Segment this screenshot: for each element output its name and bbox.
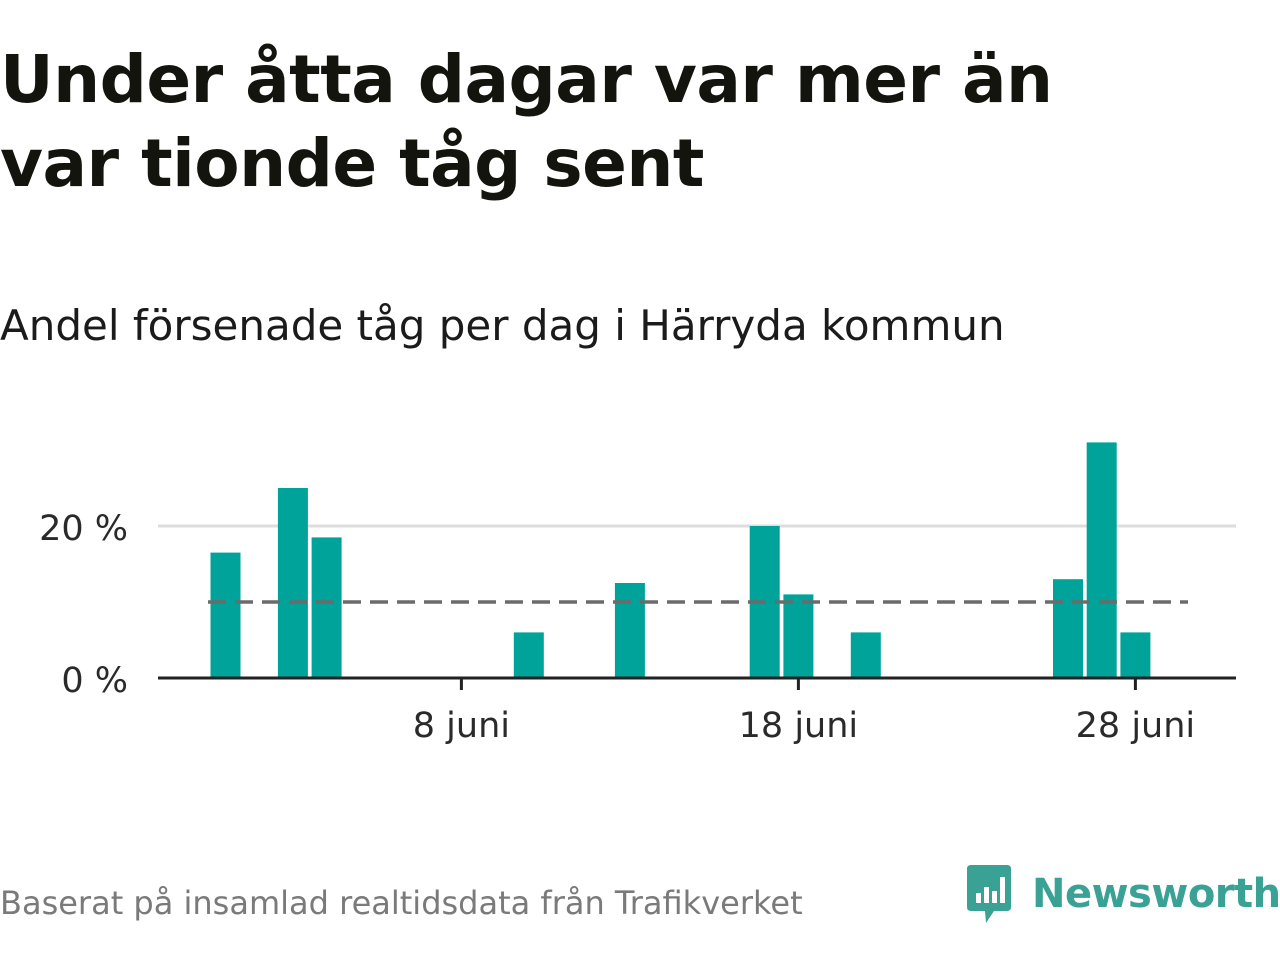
bar: [783, 594, 814, 678]
bar: [277, 488, 308, 678]
bar: [1120, 632, 1151, 678]
bar: [1053, 579, 1083, 678]
x-tick-label: 28 juni: [1076, 706, 1195, 746]
chart-title: Under åtta dagar var mer än var tionde t…: [0, 41, 1053, 202]
bar: [1086, 442, 1117, 678]
brand-logo[interactable]: Newsworthy: [964, 862, 1280, 926]
x-tick-label: 18 juni: [739, 706, 858, 746]
bar: [850, 632, 881, 678]
brand-name: Newsworthy: [1032, 871, 1280, 917]
y-tick-label: 0 %: [61, 661, 128, 701]
bar: [614, 583, 645, 678]
bar: [210, 552, 241, 678]
x-tick-label: 8 juni: [413, 706, 510, 746]
y-tick-label: 20 %: [39, 509, 128, 549]
bar: [513, 632, 544, 678]
chart-subtitle: Andel försenade tåg per dag i Härryda ko…: [0, 301, 1005, 350]
bar-chart: 0 % 20 % 8 juni 18 juni 28 juni: [39, 442, 1236, 746]
source-note: Baserat på insamlad realtidsdata från Tr…: [0, 884, 803, 922]
bar: [311, 537, 342, 678]
newsworthy-logo-icon: [967, 865, 1011, 923]
